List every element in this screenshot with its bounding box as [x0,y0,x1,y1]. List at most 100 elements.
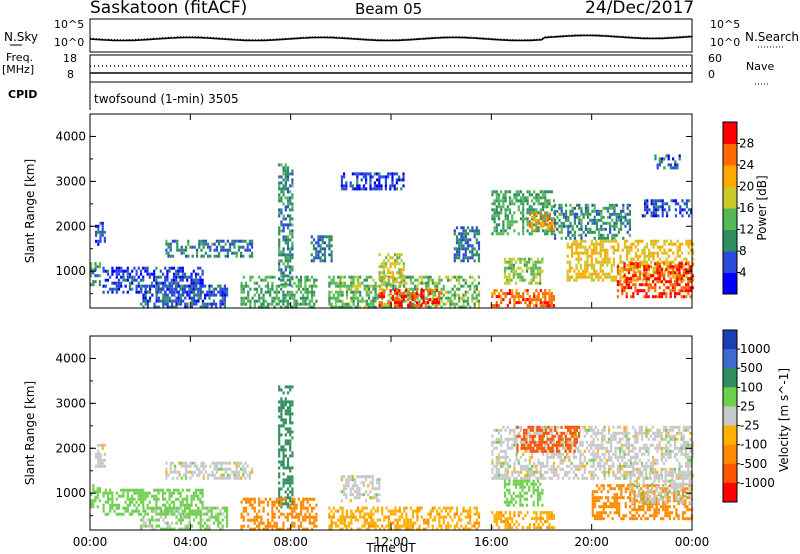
velocity-cell [354,481,357,485]
velocity-cell [348,515,351,519]
velocity-cell [248,470,251,474]
power-cell [682,289,685,293]
power-cell [644,202,647,206]
velocity-cell [249,503,252,507]
power-cell [264,299,267,303]
velocity-cell [199,497,202,501]
power-cell [471,275,474,279]
power-cell [685,199,688,203]
velocity-cell [315,512,318,516]
power-cell [262,305,265,309]
power-cell [247,296,250,300]
power-cell [587,215,590,219]
power-cell [126,275,129,279]
power-cell [539,278,542,282]
velocity-cell [458,515,461,519]
velocity-cell [273,500,276,504]
velocity-cell [280,460,283,464]
power-cell [321,247,324,251]
velocity-cell [293,503,296,507]
power-cell [179,296,182,300]
velocity-cell [291,512,294,516]
velocity-cell [255,515,259,519]
velocity-cell [411,527,415,531]
power-cell [319,235,322,239]
velocity-cell [414,509,417,513]
power-cell [172,266,176,270]
power-cell [511,214,514,218]
power-cell [571,275,574,279]
velocity-cell [546,464,549,468]
power-cell [312,256,316,260]
power-cell [194,278,198,282]
velocity-cell [199,515,202,519]
power-cell [207,254,210,258]
power-cell [282,275,285,279]
power-cell [674,265,677,269]
power-cell [115,269,118,273]
power-cell [323,253,327,257]
velocity-cell [157,512,160,516]
power-cell [560,203,563,207]
velocity-cell [352,512,355,516]
velocity-cell [359,509,362,513]
velocity-cell [544,425,547,429]
velocity-cell [278,472,281,476]
velocity-cell [511,470,514,474]
power-cell [571,248,574,252]
power-cell [590,239,593,243]
power-cell [663,289,666,293]
power-cell [689,248,692,252]
power-cell [670,199,673,203]
velocity-cell [242,497,245,501]
velocity-cell [376,506,379,510]
velocity-cell [235,470,238,474]
velocity-cell [442,521,445,525]
power-cell [376,296,379,300]
velocity-cell [289,427,292,431]
power-cell [541,196,545,200]
power-cell [389,187,392,191]
power-cell [593,206,596,210]
power-cell [392,284,395,288]
velocity-cell [233,473,236,477]
power-cell [521,275,524,279]
power-cell [548,289,551,293]
velocity-cell [378,527,382,531]
velocity-cell [199,488,202,492]
velocity-cell [173,527,176,531]
velocity-cell [273,503,276,507]
power-cell [378,178,381,182]
power-cell [278,268,281,272]
power-cell [385,262,388,266]
power-cell [380,175,383,179]
velocity-cell [96,490,99,494]
velocity-cell [306,500,309,504]
power-cell [582,239,585,243]
power-cell [217,290,220,294]
power-cell [652,199,655,203]
power-region [278,163,294,287]
power-cell [617,218,620,222]
power-cell [398,175,401,179]
velocity-cell [266,503,270,507]
power-cell [671,268,674,272]
power-cell [349,181,352,185]
power-cell [98,283,101,287]
power-cell [248,254,251,258]
velocity-cell [356,493,359,497]
power-cell [352,284,355,288]
power-cell [674,202,677,206]
power-cell [190,287,193,291]
power-cell [197,278,200,282]
power-cell [396,295,399,299]
power-cell [689,280,692,284]
velocity-cell [422,527,426,531]
power-cell [280,253,283,257]
power-cell [282,299,285,303]
power-cell [554,224,557,228]
power-cell [464,281,467,285]
power-cell [288,302,292,306]
power-cell [611,236,614,240]
velocity-cell [293,497,296,501]
